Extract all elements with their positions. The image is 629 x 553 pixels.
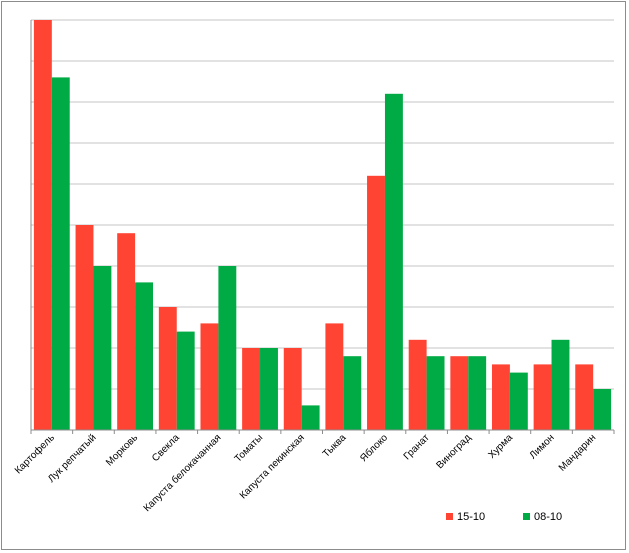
x-tick-label: Картофель	[12, 432, 57, 477]
x-tick-label: Капуста белокачанная	[141, 432, 223, 514]
legend: 15-10 08-10	[446, 511, 562, 523]
bar-series2	[509, 372, 528, 430]
bar-series1	[450, 356, 469, 430]
bar-series1	[491, 364, 510, 430]
bar-series1	[533, 364, 552, 430]
x-tick-label: Виноград	[435, 432, 474, 471]
bar-series2	[468, 356, 487, 430]
bar-series2	[260, 348, 278, 430]
x-tick-label: Хурма	[486, 432, 515, 461]
bar-series1	[117, 233, 136, 430]
bars	[33, 20, 612, 431]
axes	[30, 20, 615, 434]
bar-series1	[575, 364, 594, 430]
legend-swatch	[446, 513, 453, 520]
bar-series2	[343, 356, 362, 430]
bar-series2	[384, 93, 403, 431]
legend-label: 08-10	[534, 511, 562, 523]
x-tick-label: Тыква	[321, 432, 349, 460]
bar-series1	[33, 20, 52, 430]
bar-series2	[301, 405, 320, 430]
x-tick-label: Морковь	[104, 432, 140, 468]
x-tick-label: Мандарин	[557, 432, 598, 473]
legend-swatch	[523, 513, 530, 520]
bar-series1	[158, 307, 177, 430]
bar-series2	[593, 389, 612, 430]
legend-label: 15-10	[457, 511, 485, 523]
bar-series1	[283, 348, 302, 430]
x-tick-label: Томаты	[233, 432, 265, 464]
bar-series1	[325, 323, 344, 430]
bar-series2	[135, 282, 154, 430]
x-tick-label: Свекла	[150, 432, 182, 464]
bar-series1	[367, 175, 385, 430]
bar-series2	[551, 339, 570, 430]
x-tick-label: Лимон	[528, 432, 557, 461]
bar-series1	[408, 339, 427, 430]
bar-series2	[218, 266, 237, 430]
x-tick-label: Яблоко	[358, 431, 391, 464]
bar-series1	[242, 348, 261, 430]
x-tick-label: Гранат	[402, 432, 432, 462]
bar-series1	[200, 323, 219, 430]
bar-series2	[93, 266, 112, 430]
bar-series2	[426, 356, 445, 430]
bar-series2	[51, 77, 70, 431]
bar-series2	[176, 331, 195, 430]
bar-series1	[75, 225, 94, 430]
